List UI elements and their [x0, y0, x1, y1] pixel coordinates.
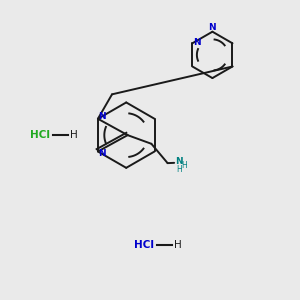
- Text: H: H: [177, 165, 182, 174]
- Text: N: N: [193, 38, 201, 47]
- Text: N: N: [208, 23, 216, 32]
- Text: N: N: [98, 112, 106, 121]
- Text: N: N: [175, 157, 183, 166]
- Text: N: N: [98, 149, 106, 158]
- Text: H: H: [174, 240, 182, 250]
- Text: HCl: HCl: [134, 240, 154, 250]
- Text: HCl: HCl: [30, 130, 50, 140]
- Text: H: H: [181, 161, 187, 170]
- Text: H: H: [70, 130, 78, 140]
